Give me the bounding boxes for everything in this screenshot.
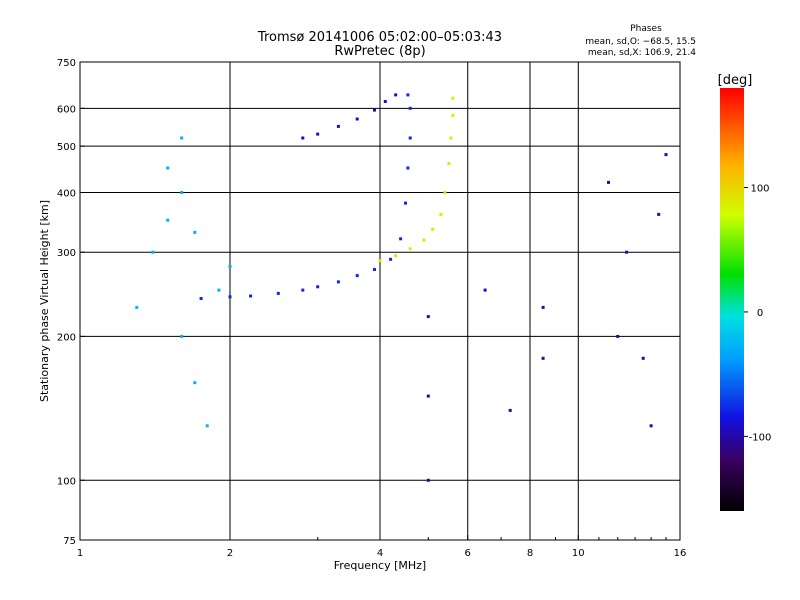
colorbar: [deg] 100 0 -100 bbox=[718, 73, 772, 511]
data-point bbox=[408, 106, 412, 110]
data-point bbox=[406, 166, 410, 170]
data-point bbox=[355, 117, 359, 121]
data-point bbox=[217, 288, 221, 292]
scatter-points bbox=[135, 93, 668, 482]
data-point bbox=[180, 334, 184, 338]
data-point bbox=[301, 288, 305, 292]
y-tick-label: 100 bbox=[57, 476, 76, 487]
data-point bbox=[394, 254, 398, 258]
data-point bbox=[166, 166, 170, 170]
data-point bbox=[180, 136, 184, 140]
data-point bbox=[426, 315, 430, 319]
data-point bbox=[625, 250, 629, 254]
data-point bbox=[394, 93, 398, 97]
colorbar-tick-label: 100 bbox=[750, 184, 769, 195]
data-point bbox=[541, 305, 545, 309]
data-point bbox=[451, 113, 455, 117]
y-axis-label: Stationary phase Virtual Height [km] bbox=[38, 200, 51, 402]
data-point bbox=[316, 285, 320, 289]
colorbar-tick-label: -100 bbox=[749, 432, 772, 443]
x-tick-label: 10 bbox=[572, 548, 585, 559]
x-tick-label: 2 bbox=[227, 548, 233, 559]
x-tick-label: 4 bbox=[377, 548, 383, 559]
data-point bbox=[199, 297, 203, 300]
data-point bbox=[426, 394, 430, 398]
data-point bbox=[151, 250, 155, 254]
x-tick-label: 16 bbox=[674, 548, 687, 559]
data-point bbox=[373, 108, 376, 112]
data-point bbox=[276, 291, 280, 295]
data-point bbox=[607, 180, 610, 184]
colorbar-tick-label: 0 bbox=[757, 308, 763, 319]
y-axis-ticks: 75 100 200 300 400 500 600 750 bbox=[57, 58, 85, 547]
data-point bbox=[180, 191, 184, 194]
x-tick-label: 1 bbox=[77, 548, 83, 559]
colorbar-label: [deg] bbox=[718, 73, 753, 88]
data-point bbox=[355, 274, 359, 278]
data-point bbox=[408, 247, 412, 251]
x-axis-label: Frequency [MHz] bbox=[334, 559, 426, 572]
data-point bbox=[657, 212, 661, 216]
data-point bbox=[193, 381, 197, 385]
data-point bbox=[205, 424, 209, 428]
chart-title: Tromsø 20141006 05:02:00–05:03:43 bbox=[257, 30, 502, 45]
data-point bbox=[228, 265, 232, 268]
data-point bbox=[649, 424, 653, 428]
data-point bbox=[249, 294, 253, 298]
colorbar-ticks: 100 0 -100 bbox=[744, 184, 772, 443]
data-point bbox=[301, 136, 305, 140]
phases-line-x: mean, sd,X: 106.9, 21.4 bbox=[588, 48, 696, 58]
y-tick-label: 400 bbox=[57, 188, 76, 199]
data-point bbox=[541, 356, 545, 360]
data-point bbox=[449, 136, 453, 140]
x-tick-label: 8 bbox=[527, 548, 533, 559]
x-axis-ticks: 1 2 4 6 8 10 16 bbox=[77, 535, 687, 559]
y-tick-label: 500 bbox=[57, 142, 76, 153]
data-point bbox=[451, 96, 455, 100]
data-point bbox=[336, 280, 340, 284]
y-tick-label: 750 bbox=[57, 58, 76, 69]
data-point bbox=[422, 238, 426, 242]
phases-heading: Phases bbox=[630, 24, 662, 34]
data-point bbox=[431, 227, 435, 231]
data-point bbox=[316, 132, 320, 136]
data-point bbox=[408, 136, 412, 140]
y-tick-label: 600 bbox=[57, 104, 76, 115]
y-tick-label: 300 bbox=[57, 248, 76, 259]
data-point bbox=[447, 162, 451, 165]
data-point bbox=[406, 93, 410, 97]
data-point bbox=[664, 153, 668, 157]
data-point bbox=[193, 230, 197, 234]
chart-subtitle: RwPretec (8p) bbox=[334, 44, 425, 59]
data-point bbox=[404, 201, 407, 205]
x-tick-label: 6 bbox=[465, 548, 471, 559]
data-point bbox=[383, 100, 387, 103]
data-point bbox=[443, 191, 447, 194]
data-point bbox=[135, 305, 139, 309]
phases-line-o: mean, sd,O: −68.5, 15.5 bbox=[585, 37, 696, 47]
data-point bbox=[166, 218, 170, 222]
grid-lines bbox=[80, 62, 680, 540]
data-point bbox=[641, 356, 645, 360]
data-point bbox=[439, 212, 443, 216]
data-point bbox=[228, 295, 232, 299]
data-point bbox=[483, 288, 487, 292]
plot-area: 1 2 4 6 8 10 16 75 100 200 300 400 500 600 750 bbox=[57, 58, 686, 559]
y-tick-label: 200 bbox=[57, 332, 76, 343]
data-point bbox=[426, 478, 430, 482]
data-point bbox=[336, 124, 340, 128]
data-point bbox=[508, 408, 512, 412]
data-point bbox=[389, 257, 393, 261]
data-point bbox=[616, 334, 620, 338]
data-point bbox=[378, 259, 382, 263]
y-tick-label: 75 bbox=[63, 536, 76, 547]
data-point bbox=[373, 268, 376, 271]
colorbar-gradient bbox=[720, 88, 744, 511]
data-point bbox=[399, 237, 403, 241]
